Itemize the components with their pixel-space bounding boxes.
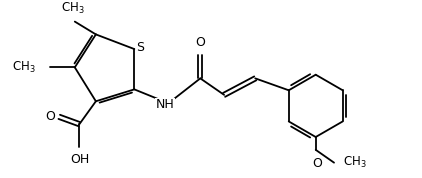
Text: OH: OH (70, 153, 89, 166)
Text: O: O (45, 110, 54, 123)
Text: NH: NH (156, 98, 175, 111)
Text: O: O (195, 36, 205, 49)
Text: S: S (136, 41, 144, 54)
Text: CH$_3$: CH$_3$ (343, 155, 367, 170)
Text: CH$_3$: CH$_3$ (61, 1, 85, 16)
Text: O: O (313, 157, 322, 170)
Text: CH$_3$: CH$_3$ (12, 60, 35, 75)
